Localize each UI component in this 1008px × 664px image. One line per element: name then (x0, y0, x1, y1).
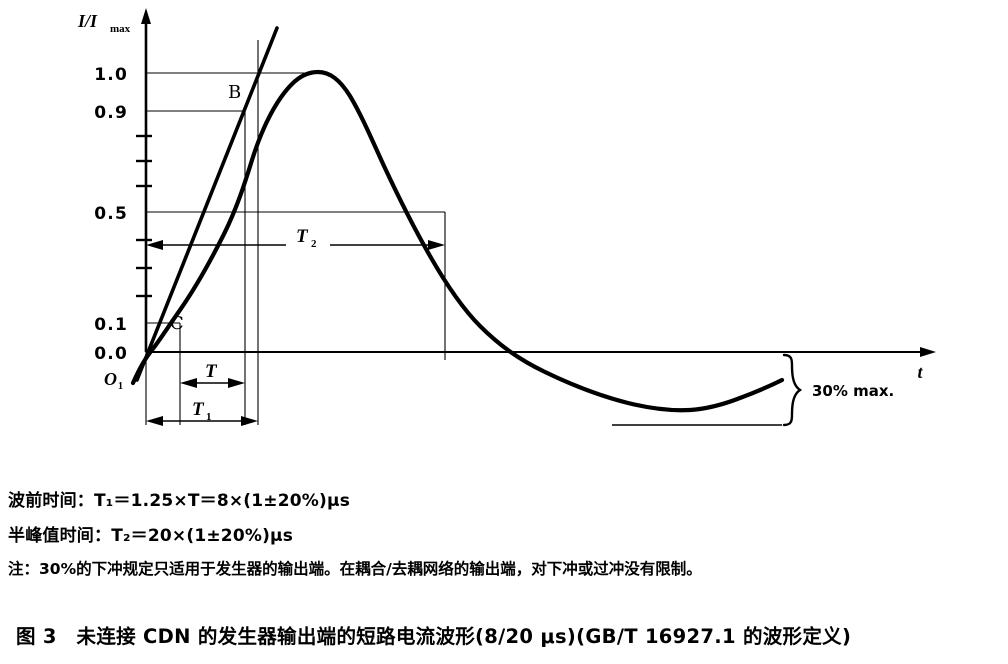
current-waveform-curve (130, 69, 785, 413)
origin-label-sub: 1 (118, 381, 123, 392)
dimension-T2: T 2 (146, 226, 445, 250)
y-tick-label-0p9: 0.9 (94, 103, 128, 123)
y-tick-label-1p0: 1.0 (94, 65, 128, 85)
x-axis-title: t (917, 362, 923, 382)
origin-label-main: O (104, 369, 117, 389)
dimension-T1-arrow-right (241, 416, 258, 426)
y-tick-label-0p1: 0.1 (94, 315, 128, 335)
y-axis-title-sub: max (110, 23, 131, 35)
axes (141, 8, 936, 357)
y-tick-label-0p5: 0.5 (94, 204, 128, 224)
undershoot-brace (782, 353, 803, 427)
origin-label: O 1 (104, 369, 123, 392)
tangent-line-CB (135, 26, 279, 382)
waveform-svg: 1.0 0.9 0.5 0.1 0.0 I/I max t B C O 1 T … (77, 8, 936, 427)
figure-waveform-diagram: 1.0 0.9 0.5 0.1 0.0 I/I max t B C O 1 T … (77, 8, 936, 427)
note-text: 注：30%的下冲规定只适用于发生器的输出端。在耦合/去耦网络的输出端，对下冲或过… (8, 560, 702, 578)
figure-caption: 图 3 未连接 CDN 的发生器输出端的短路电流波形(8/20 μs)(GB/T… (16, 625, 852, 648)
y-axis-arrowhead (141, 8, 151, 24)
y-axis-title: I/I max (77, 11, 131, 35)
dimension-T2-label-sub: 2 (311, 238, 317, 250)
dimension-T1-label-bg (186, 398, 224, 418)
dimension-T-label-bg (200, 360, 226, 380)
x-axis-arrowhead (920, 347, 936, 357)
dimension-T2-label-bg (286, 226, 330, 246)
dimension-T-label: T (205, 361, 218, 382)
dimension-T: T (180, 360, 245, 388)
y-tick-label-0p0: 0.0 (94, 344, 128, 364)
undershoot-label: 30% max. (812, 382, 894, 400)
y-axis-ticks (136, 134, 152, 298)
point-label-C: C (170, 313, 184, 334)
formula-half-value-time: 半峰值时间：T₂＝20×(1±20%)μs (8, 526, 294, 546)
dimension-T1-arrow-left (146, 416, 163, 426)
point-label-B: B (228, 82, 241, 103)
y-axis-title-main: I/I (77, 11, 98, 31)
dimension-T2-label-main: T (296, 226, 309, 247)
dimension-T1: T 1 (146, 398, 258, 426)
dimension-T-arrow-right (228, 378, 245, 388)
dimension-T1-label-sub: 1 (206, 411, 212, 423)
dimension-T2-arrow-left (146, 240, 163, 250)
dimension-T-arrow-left (180, 378, 197, 388)
formula-front-time: 波前时间：T₁＝1.25×T＝8×(1±20%)μs (8, 491, 351, 511)
dimension-T1-label-main: T (192, 399, 205, 420)
dimension-T2-arrow-right (428, 240, 445, 250)
